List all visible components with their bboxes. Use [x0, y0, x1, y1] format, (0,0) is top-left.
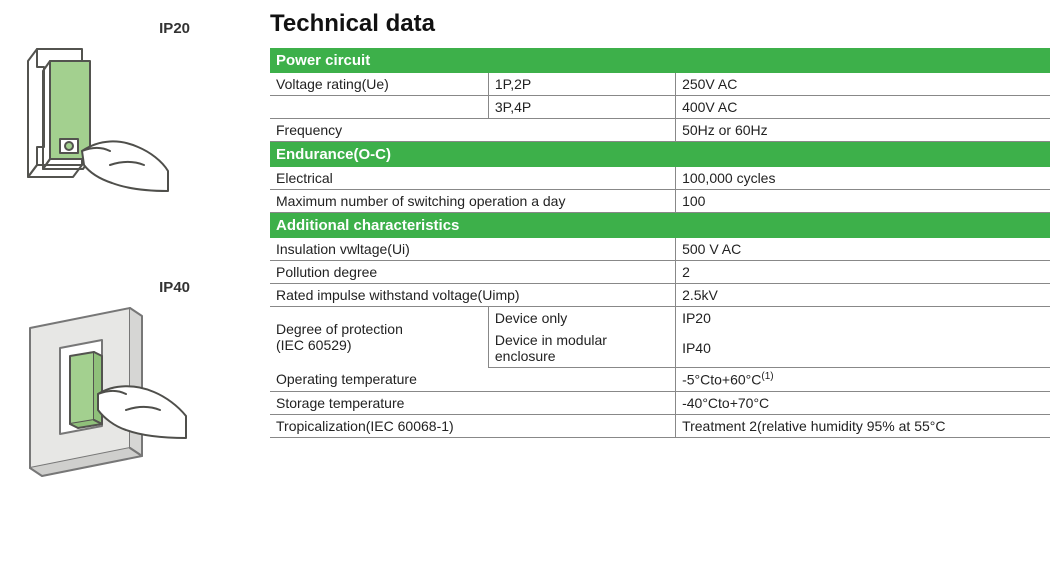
ip40-label: IP40 [10, 279, 240, 296]
cell-value: 100,000 cycles [676, 167, 1050, 190]
cell-value: IP40 [676, 329, 1050, 368]
cell-mid: 1P,2P [488, 73, 675, 96]
table-row: Tropicalization(IEC 60068-1) Treatment 2… [270, 414, 1050, 437]
ip20-drawing [10, 39, 170, 219]
cell-label: Degree of protection (IEC 60529) [270, 307, 488, 368]
table-row: Rated impulse withstand voltage(Uimp) 2.… [270, 284, 1050, 307]
cell-value: Treatment 2(relative humidity 95% at 55°… [676, 414, 1050, 437]
technical-data-section: Technical data Power circuit Voltage rat… [270, 10, 1050, 558]
section-header-power: Power circuit [270, 48, 1050, 73]
table-row: Storage temperature -40°Cto+70°C [270, 391, 1050, 414]
table-row: Frequency 50Hz or 60Hz [270, 119, 1050, 142]
cell-label [270, 96, 488, 119]
cell-value: 500 V AC [676, 238, 1050, 261]
cell-value: 250V AC [676, 73, 1050, 96]
table-row: Insulation vwltage(Ui) 500 V AC [270, 238, 1050, 261]
section-header-additional: Additional characteristics [270, 213, 1050, 239]
cell-value: -5°Cto+60°C(1) [676, 368, 1050, 392]
cell-label: Rated impulse withstand voltage(Uimp) [270, 284, 676, 307]
cell-label: Maximum number of switching operation a … [270, 190, 676, 213]
cell-mid: Device in modular enclosure [488, 329, 675, 368]
cell-value: -40°Cto+70°C [676, 391, 1050, 414]
section-header-label: Endurance(O-C) [270, 142, 1050, 168]
page-title: Technical data [270, 10, 1050, 38]
cell-label: Operating temperature [270, 368, 676, 392]
cell-label: Pollution degree [270, 261, 676, 284]
technical-data-table: Power circuit Voltage rating(Ue) 1P,2P 2… [270, 48, 1050, 438]
illustration-ip20: IP20 [10, 20, 240, 219]
cell-label: Voltage rating(Ue) [270, 73, 488, 96]
cell-value: 2.5kV [676, 284, 1050, 307]
table-row: Operating temperature -5°Cto+60°C(1) [270, 368, 1050, 392]
cell-label: Frequency [270, 119, 676, 142]
prot-label-line1: Degree of protection [276, 321, 403, 337]
cell-value: 100 [676, 190, 1050, 213]
illustration-ip40: IP40 [10, 279, 240, 498]
table-row: Electrical 100,000 cycles [270, 167, 1050, 190]
table-row: Voltage rating(Ue) 1P,2P 250V AC [270, 73, 1050, 96]
cell-value: 50Hz or 60Hz [676, 119, 1050, 142]
table-row: Maximum number of switching operation a … [270, 190, 1050, 213]
cell-label: Insulation vwltage(Ui) [270, 238, 676, 261]
cell-label: Storage temperature [270, 391, 676, 414]
optemp-superscript: (1) [761, 371, 773, 382]
table-row: Pollution degree 2 [270, 261, 1050, 284]
cell-value: 2 [676, 261, 1050, 284]
cell-label: Electrical [270, 167, 676, 190]
cell-mid: Device only [488, 307, 675, 330]
section-header-endurance: Endurance(O-C) [270, 142, 1050, 168]
ip20-label: IP20 [10, 20, 240, 37]
section-header-label: Power circuit [270, 48, 1050, 73]
cell-mid: 3P,4P [488, 96, 675, 119]
section-header-label: Additional characteristics [270, 213, 1050, 239]
cell-value: 400V AC [676, 96, 1050, 119]
cell-value: IP20 [676, 307, 1050, 330]
illustration-column: IP20 [10, 10, 240, 558]
prot-label-line2: (IEC 60529) [276, 337, 351, 353]
table-row: Degree of protection (IEC 60529) Device … [270, 307, 1050, 330]
optemp-value: -5°Cto+60°C [682, 372, 761, 388]
table-row: 3P,4P 400V AC [270, 96, 1050, 119]
cell-label: Tropicalization(IEC 60068-1) [270, 414, 676, 437]
ip40-drawing [10, 298, 190, 498]
